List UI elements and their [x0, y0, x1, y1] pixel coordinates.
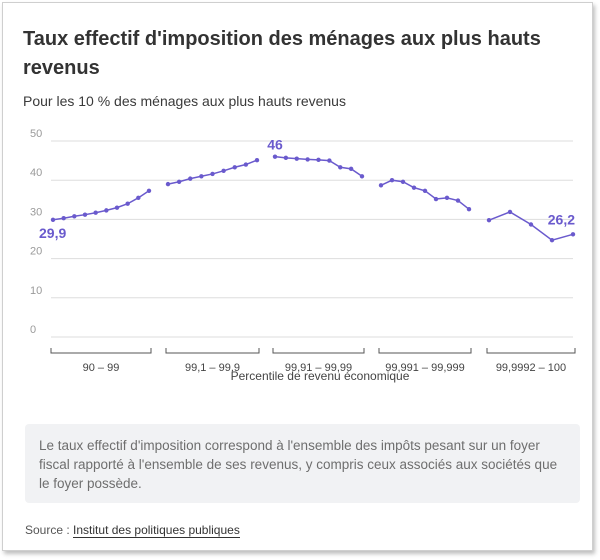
- footnote-box: Le taux effectif d'imposition correspond…: [25, 424, 580, 503]
- data-point: [254, 158, 260, 163]
- data-point: [199, 174, 204, 179]
- data-point: [359, 174, 365, 179]
- gridlines: 0 10 20 30 40 50: [30, 128, 573, 338]
- x-axis: 90 – 99 99,1 – 99,9 99,91 – 99,99 99,991 – …: [50, 348, 576, 374]
- y-tick-label-30: 30: [30, 206, 42, 218]
- series-line-3: [380, 179, 470, 210]
- figure-frame: Taux effectif d'imposition des ménages a…: [2, 2, 593, 551]
- data-point: [232, 165, 237, 170]
- data-point: [444, 195, 450, 201]
- data-point: [378, 183, 384, 188]
- data-point: [528, 222, 534, 227]
- data-point: [114, 205, 120, 210]
- data-point: [82, 212, 88, 217]
- data-point: [176, 179, 182, 184]
- data-point: [294, 156, 299, 161]
- data-label: 29,9: [39, 225, 66, 241]
- data-point: [466, 207, 472, 212]
- y-tick-label-0: 0: [30, 324, 36, 336]
- data-point: [455, 198, 461, 203]
- y-tick-label-10: 10: [30, 285, 42, 297]
- x-category-label: 90 – 99: [83, 362, 120, 374]
- source-label: Source :: [25, 523, 70, 537]
- line-chart: 0 10 20 30 40 50 90 – 99 99,1 – 99,9 99,91 – 99…: [30, 128, 576, 383]
- data-point: [104, 208, 109, 213]
- data-point: [72, 214, 77, 219]
- data-point: [50, 217, 56, 222]
- data-point: [507, 209, 513, 215]
- data-point: [348, 166, 354, 172]
- data-label: 46: [267, 137, 283, 153]
- data-point: [93, 210, 98, 215]
- data-point: [61, 216, 66, 221]
- source-line: Source : Institut des politiques publiqu…: [25, 523, 240, 538]
- data-point: [400, 179, 406, 184]
- series-line-0: [52, 190, 150, 221]
- data-point: [210, 171, 215, 177]
- series-lines: [50, 154, 576, 243]
- x-bracket-1: [165, 348, 260, 354]
- y-tick-label-50: 50: [30, 128, 42, 140]
- data-point: [422, 188, 428, 193]
- data-point: [283, 155, 289, 161]
- data-point: [125, 201, 130, 206]
- x-category-label: 99,9992 – 100: [496, 362, 566, 374]
- data-point: [165, 181, 171, 187]
- data-point: [433, 196, 439, 202]
- data-point: [146, 188, 152, 193]
- x-category-label: 99,1 – 99,9: [185, 362, 240, 374]
- data-point: [272, 154, 278, 159]
- data-point: [136, 195, 141, 201]
- data-point: [338, 165, 343, 170]
- data-point: [570, 232, 576, 237]
- data-point: [188, 176, 193, 181]
- x-bracket-0: [50, 348, 152, 354]
- source-link[interactable]: Institut des politiques publiques: [73, 523, 240, 538]
- x-axis-title: Percentile de revenu économique: [231, 369, 410, 383]
- data-point: [486, 217, 492, 223]
- data-point: [549, 237, 555, 243]
- data-point: [411, 185, 417, 190]
- data-point: [316, 157, 321, 163]
- data-labels: 29,9 46 26,2: [39, 137, 575, 241]
- data-point: [305, 157, 310, 162]
- chart-title: Taux effectif d'imposition des ménages a…: [23, 28, 541, 79]
- data-label: 26,2: [548, 211, 575, 227]
- x-bracket-4: [486, 348, 576, 354]
- chart-subtitle: Pour les 10 % des ménages aux plus hauts…: [23, 93, 346, 109]
- y-tick-label-40: 40: [30, 167, 42, 179]
- x-bracket-2: [272, 348, 365, 354]
- data-point: [243, 162, 249, 167]
- x-category-label: 99,91 – 99,99: [285, 362, 352, 374]
- y-tick-label-20: 20: [30, 246, 42, 258]
- data-point: [389, 178, 395, 183]
- x-category-label: 99,991 – 99,999: [385, 362, 465, 374]
- x-bracket-3: [378, 348, 472, 354]
- data-point: [221, 168, 226, 173]
- data-point: [327, 158, 332, 163]
